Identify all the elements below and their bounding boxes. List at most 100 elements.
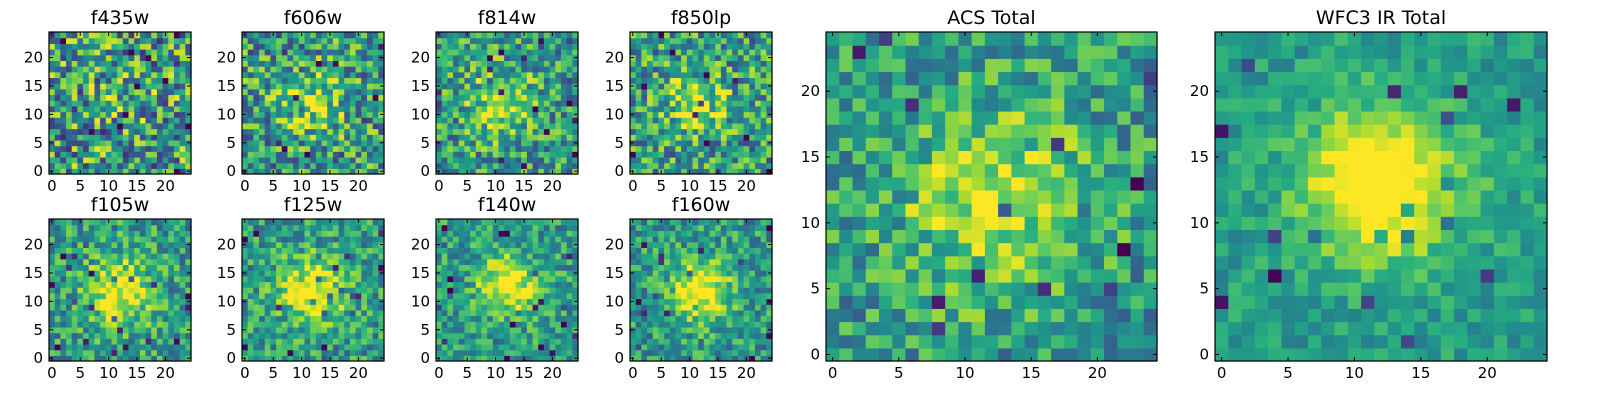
pixel-cell bbox=[88, 139, 96, 147]
pixel-cell bbox=[475, 151, 483, 158]
pixel-cell bbox=[315, 315, 323, 322]
pixel-cell bbox=[253, 117, 260, 124]
pixel-cell bbox=[315, 37, 323, 44]
pixel-cell bbox=[327, 315, 334, 322]
pixel-cell bbox=[66, 162, 73, 169]
pixel-cell bbox=[572, 315, 579, 322]
y-tick-label: 15 bbox=[411, 264, 430, 282]
pixel-cell bbox=[168, 37, 175, 44]
pixel-cell bbox=[162, 71, 169, 79]
pixel-cell bbox=[122, 88, 130, 96]
pixel-cell bbox=[287, 145, 294, 152]
pixel-cell bbox=[259, 139, 266, 147]
pixel-cell bbox=[487, 338, 494, 345]
pixel-cell bbox=[692, 100, 699, 107]
pixel-cell bbox=[487, 349, 494, 356]
pixel-cell bbox=[720, 287, 728, 294]
pixel-cell bbox=[105, 287, 113, 294]
pixel-cell bbox=[145, 230, 152, 237]
pixel-cell bbox=[652, 304, 659, 311]
pixel-cell bbox=[675, 49, 682, 56]
pixel-cell bbox=[692, 139, 699, 147]
pixel-cell bbox=[441, 105, 448, 113]
pixel-cell bbox=[754, 60, 762, 67]
pixel-cell bbox=[168, 355, 175, 362]
pixel-cell bbox=[498, 326, 505, 334]
pixel-cell bbox=[560, 219, 568, 226]
pixel-cell bbox=[49, 230, 56, 237]
pixel-cell bbox=[441, 236, 448, 243]
pixel-cell bbox=[754, 304, 762, 311]
pixel-cell bbox=[692, 298, 699, 305]
pixel-cell bbox=[151, 37, 158, 44]
pixel-cell bbox=[703, 332, 711, 339]
pixel-cell bbox=[487, 49, 494, 56]
pixel-cell bbox=[242, 66, 249, 73]
pixel-cell bbox=[100, 287, 107, 294]
pixel-cell bbox=[681, 105, 688, 113]
pixel-cell bbox=[732, 60, 739, 67]
pixel-cell bbox=[538, 247, 545, 254]
pixel-cell bbox=[441, 315, 448, 322]
pixel-cell bbox=[139, 100, 147, 107]
pixel-cell bbox=[361, 151, 368, 158]
pixel-cell bbox=[378, 145, 385, 152]
pixel-cell bbox=[54, 77, 61, 84]
pixel-cell bbox=[355, 60, 362, 67]
pixel-cell bbox=[703, 326, 711, 334]
pixel-cell bbox=[709, 145, 716, 152]
pixel-cell bbox=[743, 88, 750, 96]
pixel-cell bbox=[332, 332, 340, 339]
pixel-cell bbox=[681, 156, 688, 164]
pixel-cell bbox=[481, 343, 488, 351]
pixel-cell bbox=[532, 219, 539, 226]
pixel-cell bbox=[464, 236, 471, 243]
pixel-cell bbox=[145, 88, 152, 96]
pixel-cell bbox=[247, 281, 254, 288]
y-tick-label: 20 bbox=[217, 49, 236, 67]
pixel-cell bbox=[720, 309, 728, 317]
pixel-cell bbox=[321, 156, 328, 164]
pixel-cell bbox=[179, 100, 186, 107]
pixel-cell bbox=[71, 156, 78, 164]
pixel-cell bbox=[641, 43, 648, 50]
pixel-cell bbox=[111, 309, 118, 317]
pixel-cell bbox=[549, 43, 556, 50]
pixel-cell bbox=[321, 275, 328, 283]
pixel-cell bbox=[338, 275, 345, 283]
pixel-cell bbox=[635, 292, 642, 300]
pixel-cell bbox=[760, 349, 767, 356]
pixel-cell bbox=[441, 275, 448, 283]
pixel-cell bbox=[458, 105, 465, 113]
pixel-cell bbox=[355, 162, 362, 169]
pixel-cell bbox=[487, 304, 494, 311]
pixel-cell bbox=[247, 105, 254, 113]
pixel-cell bbox=[105, 54, 113, 61]
pixel-cell bbox=[134, 230, 141, 237]
pixel-cell bbox=[766, 117, 773, 124]
pixel-cell bbox=[151, 315, 158, 322]
pixel-cell bbox=[538, 122, 545, 130]
pixel-cell bbox=[361, 292, 368, 300]
pixel-cell bbox=[447, 54, 454, 61]
pixel-cell bbox=[760, 128, 767, 135]
pixel-cell bbox=[566, 281, 573, 288]
pixel-cell bbox=[572, 264, 579, 271]
pixel-cell bbox=[270, 349, 277, 356]
pixel-cell bbox=[720, 100, 728, 107]
pixel-cell bbox=[543, 230, 551, 237]
pixel-cell bbox=[481, 71, 488, 79]
pixel-cell bbox=[156, 315, 164, 322]
pixel-cell bbox=[122, 355, 130, 362]
pixel-cell bbox=[652, 134, 659, 141]
pixel-cell bbox=[117, 122, 124, 130]
pixel-cell bbox=[327, 253, 334, 260]
pixel-cell bbox=[515, 230, 522, 237]
pixel-cell bbox=[117, 162, 124, 169]
pixel-cell bbox=[760, 145, 767, 152]
pixel-cell bbox=[641, 94, 648, 101]
pixel-cell bbox=[686, 117, 694, 124]
pixel-cell bbox=[49, 105, 56, 113]
pixel-cell bbox=[698, 71, 705, 79]
pixel-cell bbox=[156, 88, 164, 96]
